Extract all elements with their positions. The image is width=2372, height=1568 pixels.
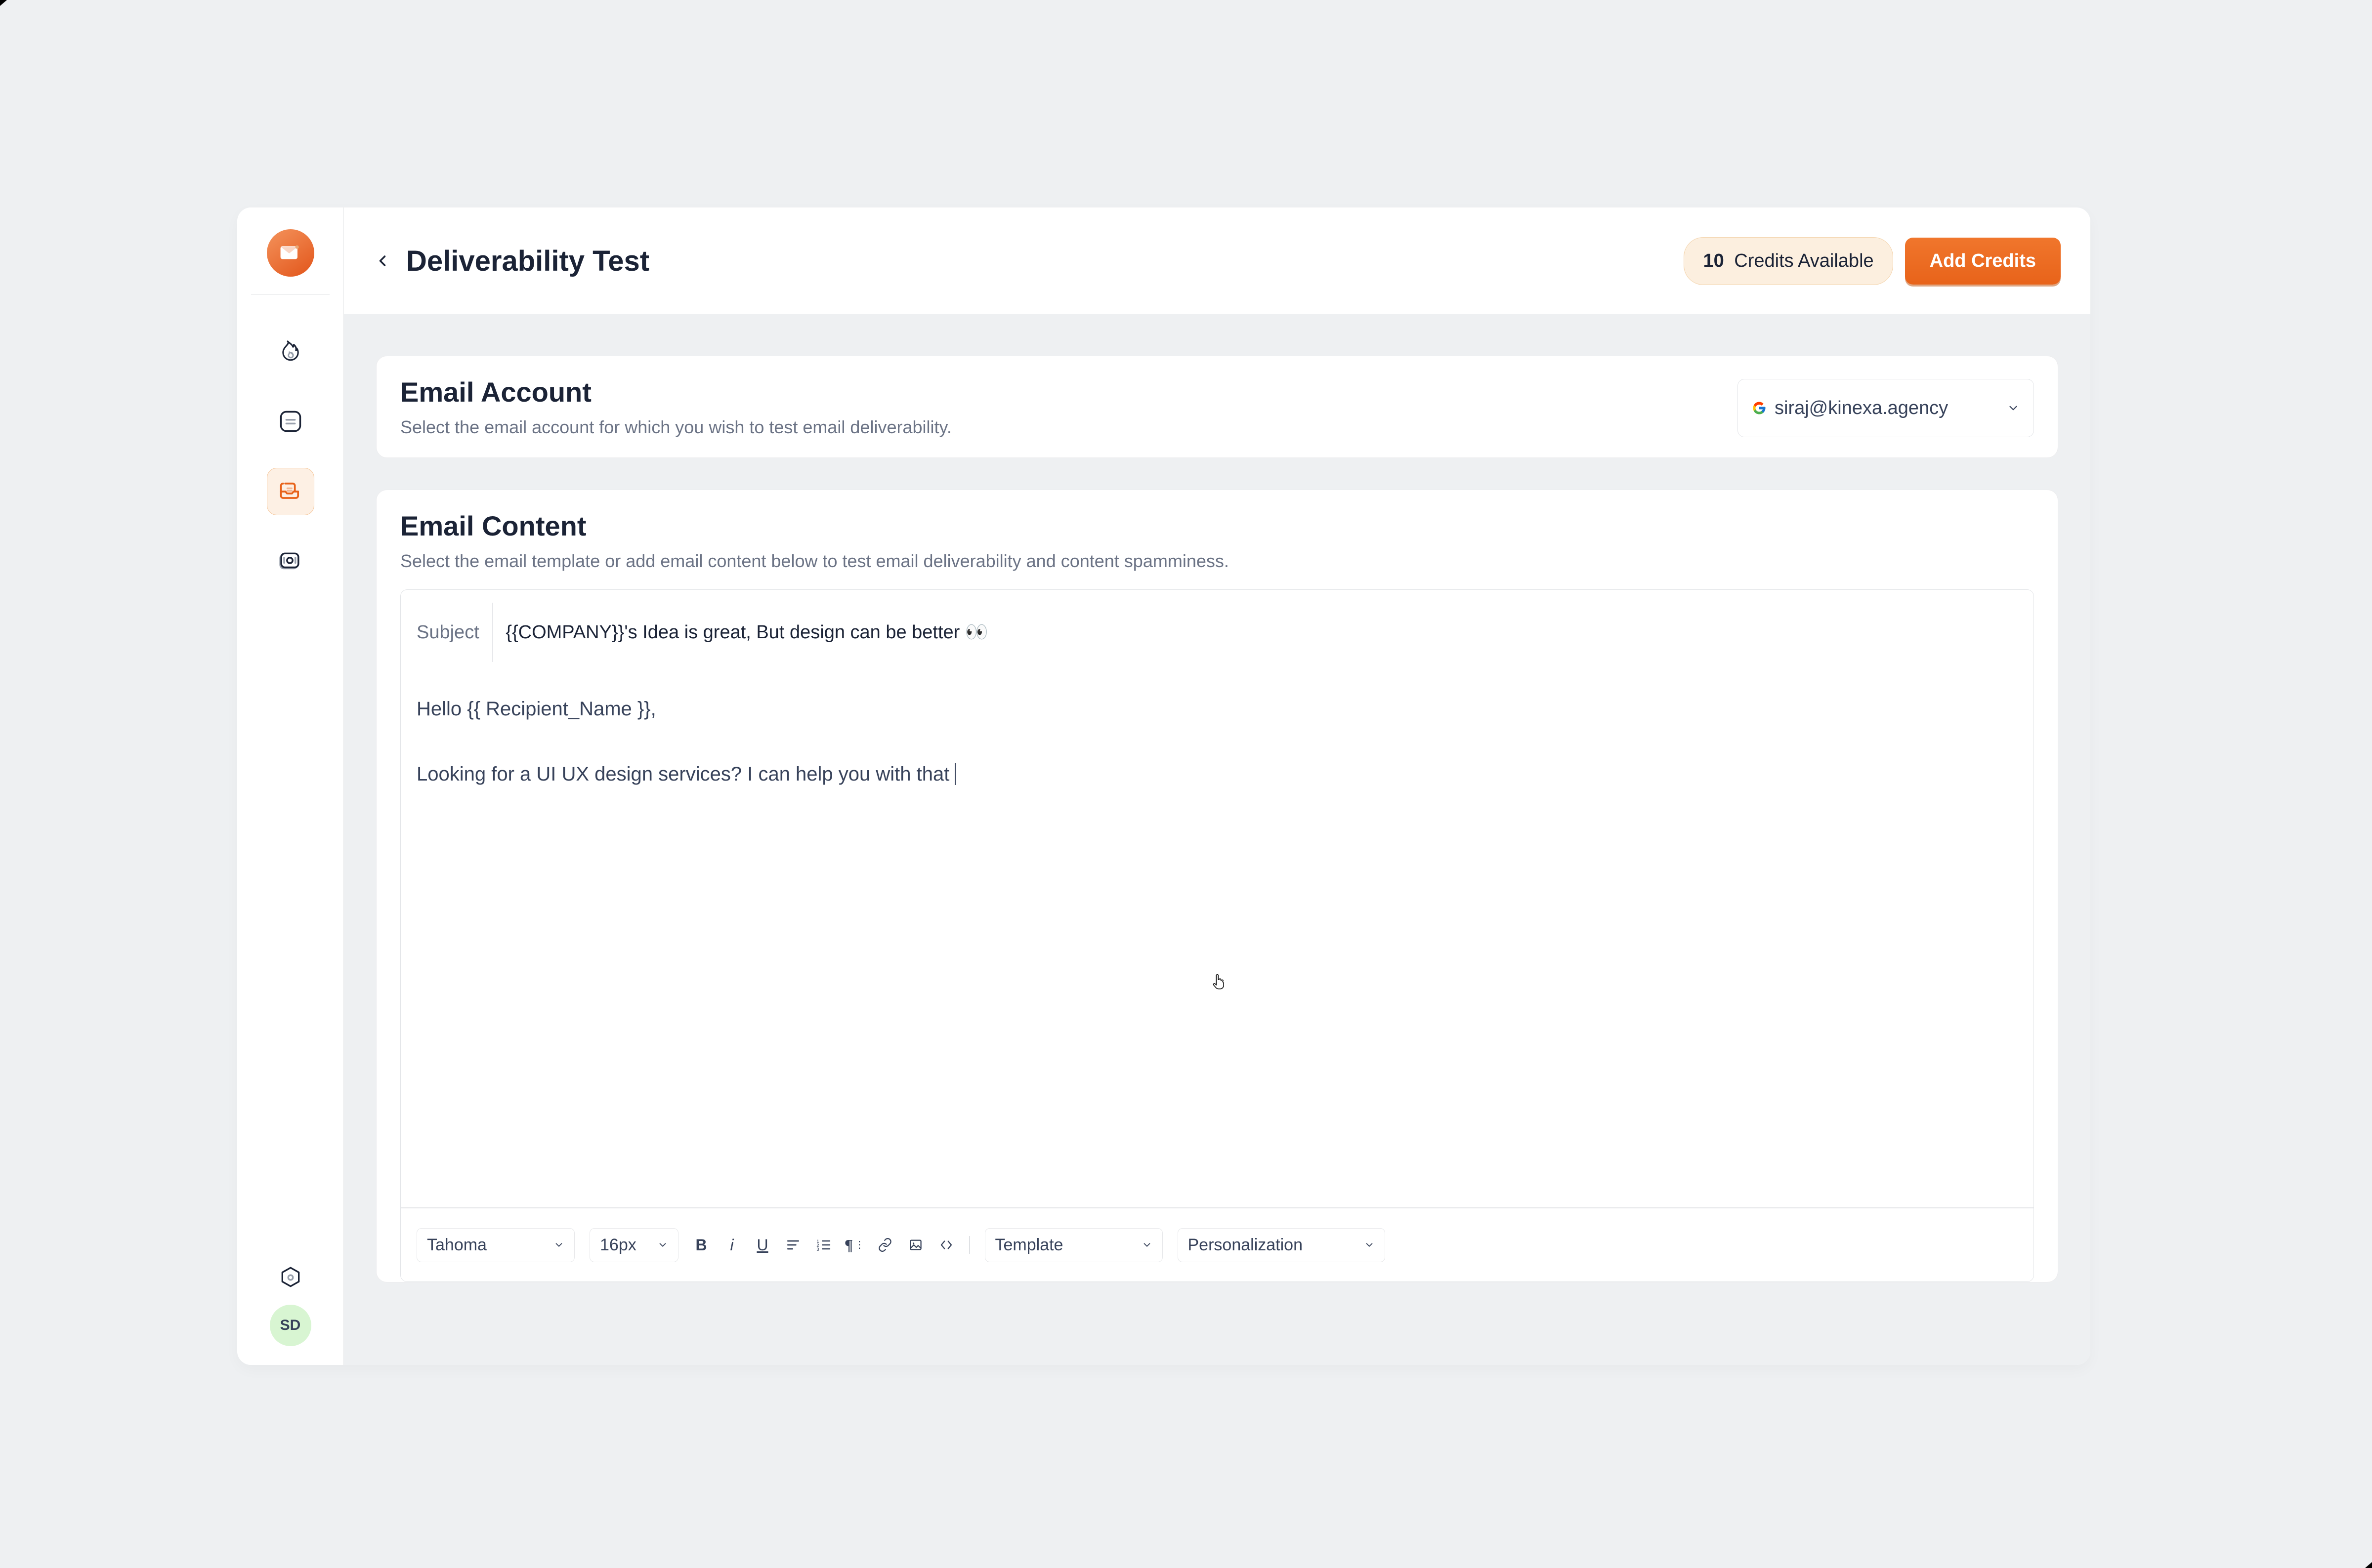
svg-text:3: 3: [816, 1247, 819, 1252]
